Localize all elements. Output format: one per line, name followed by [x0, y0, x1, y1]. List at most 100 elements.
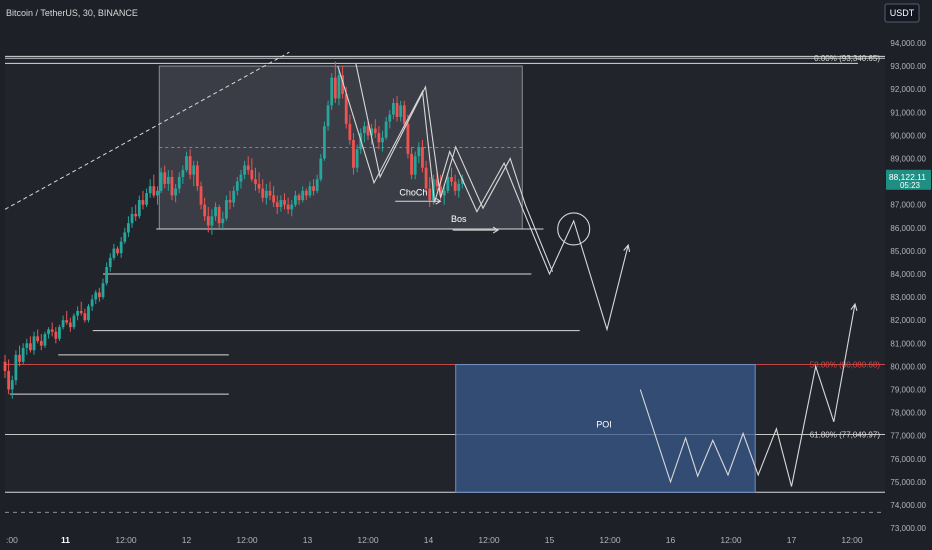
candle: [388, 114, 392, 122]
candle: [76, 310, 79, 316]
candle: [134, 213, 138, 217]
fib-level-label: 0.00% (93,340.65): [814, 54, 880, 63]
candle: [90, 299, 94, 307]
y-tick-label: 73,000.00: [890, 524, 926, 533]
y-tick-label: 84,000.00: [890, 270, 926, 279]
candle: [195, 165, 199, 187]
last-price-badge: [886, 169, 931, 190]
x-tick-label: 12:00: [720, 535, 742, 545]
candle: [36, 336, 40, 341]
candle: [65, 320, 69, 323]
annotation-label: ChoCh: [399, 187, 427, 197]
x-tick-label: 12:00: [357, 535, 379, 545]
y-tick-label: 74,000.00: [890, 501, 926, 510]
candle: [68, 322, 72, 328]
candle: [337, 75, 341, 99]
candle: [333, 77, 337, 99]
candle: [243, 165, 246, 175]
last-price-countdown: 05:23: [900, 181, 921, 190]
candle: [352, 140, 355, 168]
candle: [188, 156, 192, 175]
candle: [399, 105, 403, 117]
y-tick-label: 78,000.00: [890, 409, 926, 418]
x-tick-label: 12:00: [115, 535, 137, 545]
projection-path: [355, 63, 554, 272]
candle: [29, 343, 32, 351]
candle: [192, 165, 196, 175]
candle: [402, 105, 406, 124]
candle: [50, 329, 54, 332]
x-tick-label: :00: [6, 535, 18, 545]
arrow-head: [850, 302, 858, 311]
candle: [439, 186, 442, 196]
candle: [94, 292, 98, 300]
candle: [246, 165, 250, 171]
candle: [235, 181, 239, 191]
x-tick-label: 17: [787, 535, 797, 545]
candle: [348, 123, 352, 141]
candle: [264, 190, 268, 198]
candle: [373, 128, 377, 134]
candle: [297, 195, 301, 201]
candle: [25, 343, 29, 348]
candle: [446, 176, 450, 191]
candle: [148, 186, 152, 194]
candle: [228, 200, 232, 203]
candle: [159, 172, 163, 191]
candle: [225, 200, 228, 219]
x-tick-label: 11: [61, 535, 70, 545]
x-tick-label: 12:00: [841, 535, 863, 545]
target-circle: [557, 212, 591, 246]
y-tick-label: 80,000.00: [890, 362, 926, 371]
candle: [308, 186, 312, 196]
candle: [370, 128, 374, 136]
candle: [319, 158, 323, 180]
last-price-label: 88,122.11: [889, 172, 926, 182]
candle: [254, 179, 257, 184]
candle: [137, 200, 141, 217]
y-tick-label: 83,000.00: [890, 293, 926, 302]
x-tick-label: 14: [424, 535, 434, 545]
x-tick-label: 12:00: [478, 535, 500, 545]
candle: [206, 216, 210, 226]
candle: [166, 176, 170, 184]
candle: [301, 190, 305, 201]
candle: [268, 190, 272, 196]
arrow-head: [623, 243, 631, 253]
time-axis[interactable]: [0, 533, 885, 550]
candle: [323, 126, 326, 159]
candle: [14, 354, 18, 381]
candle: [279, 200, 283, 208]
y-tick-label: 94,000.00: [890, 39, 926, 48]
candle: [286, 204, 290, 210]
fib-level-label: 50.00% (80,080.68): [810, 361, 881, 370]
candle: [72, 315, 76, 328]
candle: [199, 186, 203, 205]
currency-badge[interactable]: [884, 3, 920, 23]
projection-path: [639, 303, 856, 487]
price-axis[interactable]: [885, 0, 932, 550]
candle: [18, 354, 21, 362]
candle: [355, 149, 359, 168]
candle: [239, 174, 243, 182]
candle: [366, 126, 370, 136]
candle: [221, 218, 225, 224]
candle: [232, 190, 236, 203]
fib-level-label: 61.80% (77,049.97): [810, 431, 881, 440]
candle: [119, 241, 123, 254]
trend-dashed-line: [4, 51, 290, 210]
candle: [181, 170, 185, 177]
candle: [344, 93, 348, 124]
candle: [101, 283, 105, 298]
candle: [185, 156, 188, 171]
candle: [304, 190, 308, 196]
candle: [410, 153, 413, 175]
candle: [108, 257, 112, 268]
candle: [163, 172, 167, 184]
y-tick-label: 76,000.00: [890, 455, 926, 464]
candle: [250, 170, 254, 180]
annotation-label: Bos: [451, 214, 467, 224]
poi-zone: [455, 364, 756, 493]
y-tick-label: 86,000.00: [890, 224, 926, 233]
